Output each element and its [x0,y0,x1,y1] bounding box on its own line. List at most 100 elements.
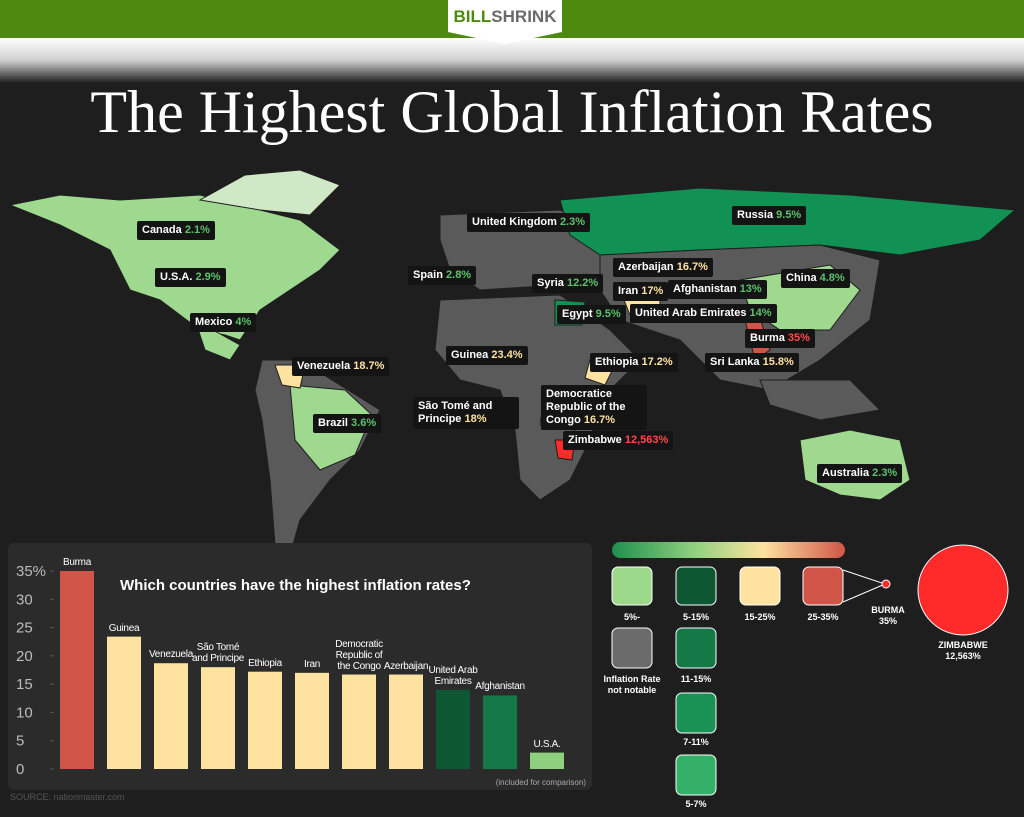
zimbabwe-rate: 12,563% [945,651,981,661]
country-rate: 2.9% [195,271,221,283]
indonesia [759,379,882,421]
map-label: United Arab Emirates 14% [630,304,777,323]
map-label: Guinea 23.4% [446,346,528,365]
country-rate: 16.7% [583,414,616,426]
legend-label: Inflation Rate not notable [603,674,661,695]
x-tick-label: United Arab Emirates [428,664,478,687]
x-tick-label: Guinea [108,622,140,634]
legend-pointer [842,569,887,603]
legend-gradient [612,542,845,558]
country-name: Guinea [451,349,489,361]
legend-label: 5%- [623,612,640,622]
x-tick-label: Burma [63,557,91,568]
country-name: Spain [413,269,443,281]
legend-swatch [675,627,717,669]
country-name: Syria [537,277,564,289]
north-america [8,194,341,341]
bar [342,674,376,769]
burma-circle [881,579,891,589]
legend-label: 15-25% [744,612,776,622]
bar [436,689,470,769]
map-label: Spain 2.8% [408,266,477,285]
country-rate: 14% [749,307,772,319]
map-label: Afghanistan 13% [668,280,767,299]
x-tick-label: Afghanistan [475,681,525,693]
country-name: Australia [822,467,870,479]
country-name: Venezuela [297,360,351,372]
country-rate: 35% [787,332,810,344]
legend-swatch [802,566,844,606]
x-tick-label: Azerbaijan [383,660,429,672]
country-name: Democratice Republic of the Congo [546,388,626,426]
country-name: Burma [750,332,785,344]
country-name: United Kingdom [472,216,557,228]
map-label: Mexico 4% [190,313,257,332]
map-label: Sri Lanka 15.8% [705,353,799,372]
chart-note: (included for comparison) [496,778,587,787]
country-name: Egypt [562,308,593,320]
legend-swatch [611,627,653,669]
bar [60,571,94,769]
zimbabwe-name: ZIMBABWE [938,640,988,650]
bar [107,636,141,769]
country-rate: 2.1% [184,224,210,236]
country-name: Azerbaijan [618,261,674,273]
x-tick-label: Venezuela [148,649,193,661]
map-label: São Tomé and Principe 18% [413,397,519,429]
bar [248,671,282,769]
bar [154,663,188,769]
map-label: Canada 2.1% [137,221,215,240]
source: SOURCE: nationmaster.com [10,792,125,802]
x-tick-label: Democratic Republic of the Congo [335,638,383,672]
y-tick-label: 5 [16,733,24,750]
country-rate: 9.5% [776,209,802,221]
map-label: Brazil 3.6% [313,414,382,433]
map-label: Democratice Republic of the Congo 16.7% [541,385,647,430]
country-rate: 2.3% [872,467,898,479]
bar [483,695,517,769]
country-name: China [786,272,817,284]
bar [201,667,235,769]
country-rate: 18.7% [353,360,385,372]
map-label: Iran 17% [613,282,669,301]
country-rate: 9.5% [595,308,621,320]
country-rate: 23.4% [491,349,523,361]
legend-swatch [675,692,717,734]
country-rate: 13% [739,283,762,295]
burma-rate: 35% [878,616,897,626]
country-rate: 17.2% [641,356,673,368]
country-name: Iran [618,285,639,297]
country-rate: 4% [235,316,252,328]
map-label: United Kingdom 2.3% [467,213,591,232]
x-tick-label: Ethiopia [248,657,282,669]
country-rate: 15.8% [762,356,794,368]
bar [295,672,329,769]
map-label: Egypt 9.5% [557,305,626,324]
y-tick-label: 15 [16,676,33,693]
legend-zimbabwe: ZIMBABWE 12,563% [933,640,993,662]
map-label: Syria 12.2% [532,274,604,293]
country-name: Ethiopia [595,356,639,368]
country-rate: 17% [641,285,664,297]
chart-title: Which countries have the highest inflati… [120,577,471,594]
map-label: China 4.8% [781,269,850,288]
legend-swatch [611,566,653,606]
y-tick-label: 25 [16,620,33,637]
legend-label: 25-35% [807,612,839,622]
country-name: Brazil [318,417,348,429]
zimbabwe-circle [917,544,1009,636]
legend-swatch [675,566,717,606]
map-label: Venezuela 18.7% [292,357,390,376]
logo-tab [448,0,562,44]
country-name: United Arab Emirates [635,307,747,319]
country-rate: 18% [464,413,487,425]
x-tick-label: Iran [303,658,321,670]
map-label: Azerbaijan 16.7% [613,258,713,277]
map-label: Burma 35% [745,329,815,348]
country-rate: 3.6% [351,417,377,429]
country-name: Zimbabwe [568,434,622,446]
legend-swatch [739,566,781,606]
header-band [0,38,1024,83]
